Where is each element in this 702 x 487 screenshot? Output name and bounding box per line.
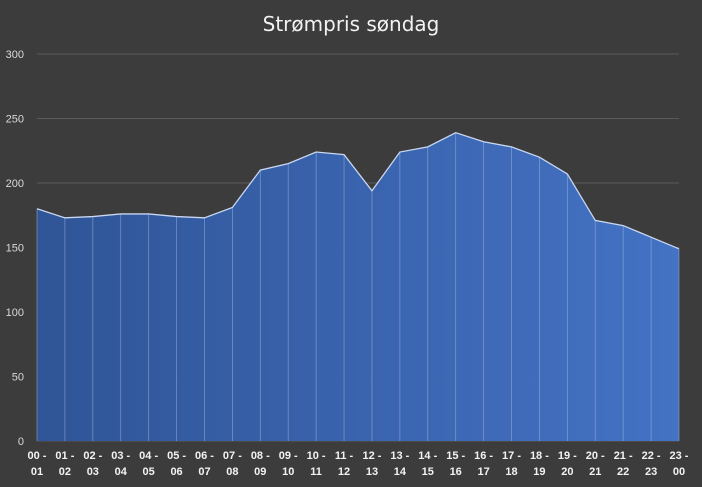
x-tick-label: 19 -20 xyxy=(558,450,577,478)
x-tick-label: 03 -04 xyxy=(111,450,130,478)
x-tick-label: 11 -12 xyxy=(335,450,354,478)
x-tick-label: 13 -14 xyxy=(390,450,409,478)
x-tick-label: 02 -03 xyxy=(83,450,102,478)
x-tick-label: 12 -13 xyxy=(362,450,381,478)
series-line xyxy=(36,131,680,250)
x-tick-label: 21 -22 xyxy=(614,450,633,478)
x-tick-label: 15 -16 xyxy=(446,450,465,478)
y-tick-label: 250 xyxy=(6,114,24,126)
x-tick-label: 14 -15 xyxy=(418,450,437,478)
x-tick-label: 00 -01 xyxy=(28,450,47,478)
y-tick-label: 50 xyxy=(12,372,24,384)
y-tick-label: 300 xyxy=(6,49,24,61)
area-fill xyxy=(37,132,679,441)
chart-title: Strømpris søndag xyxy=(262,12,440,36)
y-tick-label: 150 xyxy=(6,243,24,255)
y-tick-label: 100 xyxy=(6,307,24,319)
x-tick-label: 22 -23 xyxy=(642,450,661,478)
x-tick-label: 16 -17 xyxy=(474,450,493,478)
x-tick-label: 01 -02 xyxy=(55,450,74,478)
y-tick-label: 200 xyxy=(6,178,24,190)
x-tick-label: 17 -18 xyxy=(502,450,521,478)
x-tick-label: 08 -09 xyxy=(251,450,270,478)
x-tick-label: 07 -08 xyxy=(223,450,242,478)
x-tick-label: 09 -10 xyxy=(279,450,298,478)
x-tick-label: 10 -11 xyxy=(307,450,326,478)
x-tick-label: 04 -05 xyxy=(139,450,158,478)
x-tick-label: 06 -07 xyxy=(195,450,214,478)
x-tick-label: 20 -21 xyxy=(586,450,605,478)
x-tick-label: 05 -06 xyxy=(167,450,186,478)
x-tick-label: 18 -19 xyxy=(530,450,549,478)
y-tick-label: 0 xyxy=(18,436,24,448)
x-tick-label: 23 -00 xyxy=(670,450,689,478)
